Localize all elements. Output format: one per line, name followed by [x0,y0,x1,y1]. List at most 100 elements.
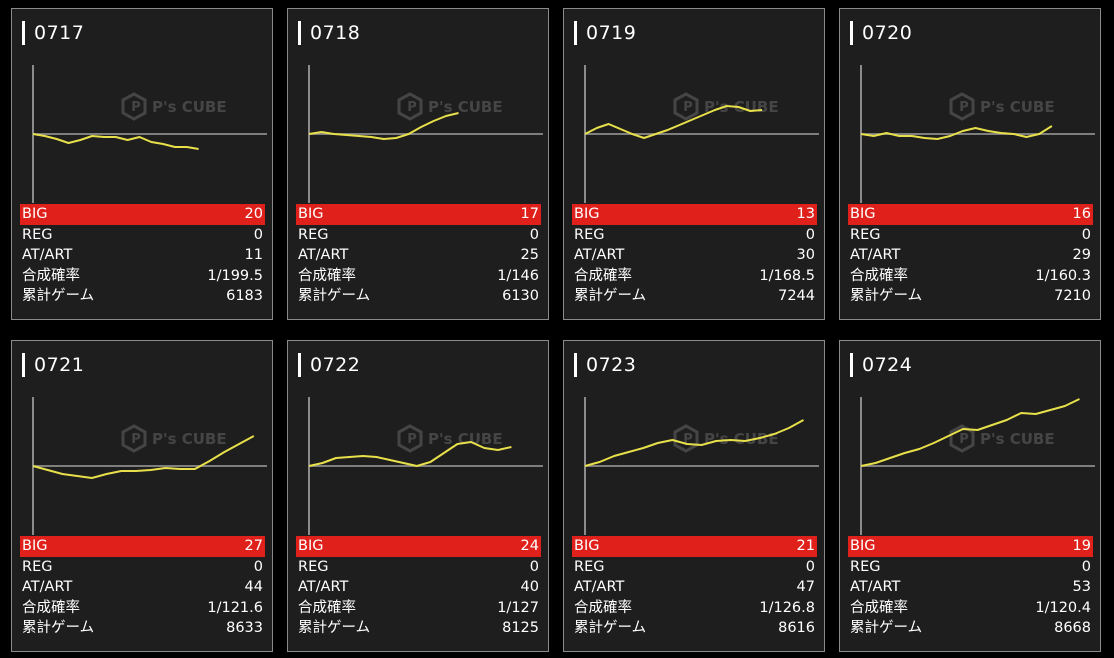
combined-probability-label: 合成確率 [850,267,908,284]
big-count-label: BIG [574,538,600,554]
svg-text:P: P [407,100,417,115]
machine-number: 0723 [586,354,637,376]
stat-row-reg: REG 0 [296,557,541,578]
slump-graph-svg: P P's CUBE [32,65,267,203]
combined-probability-label: 合成確率 [22,267,80,284]
combined-probability-value: 1/199.5 [207,267,263,284]
svg-text:P: P [683,432,693,447]
watermark-brand: P's CUBE [980,430,1055,448]
machine-card-0723[interactable]: 0723 P P's CUBE BIG 21 REG 0 AT/ART 47 合成確率 1/126.… [563,340,825,652]
slump-line [860,398,1080,467]
stat-row-combined: 合成確率 1/120.4 [848,598,1093,619]
cube-logo-icon: P [397,424,423,453]
stat-row-games: 累計ゲーム 6130 [296,286,541,307]
svg-text:P: P [959,432,969,447]
total-games-value: 6130 [502,288,539,304]
stat-row-games: 累計ゲーム 8633 [20,618,265,639]
combined-probability-label: 合成確率 [298,599,356,616]
slump-graph: P P's CUBE [574,53,819,203]
stat-row-atart: AT/ART 47 [572,577,817,598]
slump-line [584,105,763,139]
big-count-value: 20 [244,206,263,222]
machine-card-0717[interactable]: 0717 P P's CUBE BIG 20 REG 0 AT/ART 11 合成確率 1/199.… [11,8,273,320]
stat-row-games: 累計ゲーム 6183 [20,286,265,307]
cube-logo-icon: P [673,92,699,121]
machine-title: 0717 [22,21,84,45]
stat-row-big: BIG 19 [848,536,1093,557]
total-games-label: 累計ゲーム [298,620,371,636]
machine-title: 0719 [574,21,636,45]
stat-row-games: 累計ゲーム 8668 [848,618,1093,639]
stat-row-combined: 合成確率 1/168.5 [572,266,817,287]
total-games-label: 累計ゲーム [574,288,647,304]
slump-line [860,125,1053,140]
atart-count-value: 29 [1072,247,1091,263]
combined-probability-value: 1/146 [497,267,539,284]
stat-row-combined: 合成確率 1/121.6 [20,598,265,619]
combined-probability-label: 合成確率 [850,599,908,616]
atart-count-label: AT/ART [850,579,901,595]
slump-graph: P P's CUBE [850,385,1095,535]
stat-row-big: BIG 16 [848,204,1093,225]
atart-count-label: AT/ART [22,247,73,263]
watermark-brand: P's CUBE [428,430,503,448]
machine-number: 0722 [310,354,361,376]
stat-row-atart: AT/ART 25 [296,245,541,266]
total-games-label: 累計ゲーム [850,288,923,304]
slump-line [32,133,199,150]
slump-graph-svg: P P's CUBE [584,397,819,535]
title-accent-bar [574,353,577,377]
machine-card-0721[interactable]: 0721 P P's CUBE BIG 27 REG 0 AT/ART 44 合成確率 1/121.… [11,340,273,652]
machine-card-0720[interactable]: 0720 P P's CUBE BIG 16 REG 0 AT/ART 29 合成確率 1/160.… [839,8,1101,320]
machine-stats: BIG 16 REG 0 AT/ART 29 合成確率 1/160.3 累計ゲーム 7210 [848,204,1093,307]
total-games-value: 6183 [226,288,263,304]
big-count-value: 24 [520,538,539,554]
reg-count-value: 0 [1081,226,1091,243]
machine-number: 0718 [310,22,361,44]
total-games-label: 累計ゲーム [574,620,647,636]
machine-card-0724[interactable]: 0724 P P's CUBE BIG 19 REG 0 AT/ART 53 合成確率 1/120.… [839,340,1101,652]
machine-card-0722[interactable]: 0722 P P's CUBE BIG 24 REG 0 AT/ART 40 合成確率 1/127 累… [287,340,549,652]
big-count-value: 17 [520,206,539,222]
slump-graph: P P's CUBE [298,385,543,535]
big-count-value: 27 [244,538,263,554]
reg-count-value: 0 [1081,558,1091,575]
atart-count-value: 44 [244,579,263,595]
slump-line [308,441,512,467]
atart-count-value: 40 [520,579,539,595]
machine-title: 0718 [298,21,360,45]
machine-number: 0717 [34,22,85,44]
machine-number: 0724 [862,354,913,376]
slump-graph: P P's CUBE [574,385,819,535]
stat-row-big: BIG 17 [296,204,541,225]
machine-number: 0720 [862,22,913,44]
machine-stats: BIG 24 REG 0 AT/ART 40 合成確率 1/127 累計ゲーム 8125 [296,536,541,639]
cube-logo-icon: P [397,92,423,121]
stat-row-big: BIG 13 [572,204,817,225]
reg-count-value: 0 [805,226,815,243]
total-games-value: 7210 [1054,288,1091,304]
combined-probability-label: 合成確率 [574,267,632,284]
machine-title: 0721 [22,353,84,377]
stat-row-atart: AT/ART 40 [296,577,541,598]
svg-text:P: P [959,100,969,115]
atart-count-value: 30 [796,247,815,263]
stat-row-reg: REG 0 [20,225,265,246]
stat-row-games: 累計ゲーム 8616 [572,618,817,639]
stat-row-atart: AT/ART 53 [848,577,1093,598]
reg-count-label: REG [298,226,329,243]
combined-probability-label: 合成確率 [298,267,356,284]
total-games-value: 8125 [502,620,539,636]
reg-count-value: 0 [529,558,539,575]
machine-card-0718[interactable]: 0718 P P's CUBE BIG 17 REG 0 AT/ART 25 合成確率 1/146 累… [287,8,549,320]
machine-stats: BIG 20 REG 0 AT/ART 11 合成確率 1/199.5 累計ゲーム 6183 [20,204,265,307]
slump-line [584,419,804,467]
stat-row-atart: AT/ART 11 [20,245,265,266]
slump-graph-svg: P P's CUBE [308,397,543,535]
machine-card-0719[interactable]: 0719 P P's CUBE BIG 13 REG 0 AT/ART 30 合成確率 1/168.… [563,8,825,320]
machine-number: 0719 [586,22,637,44]
reg-count-label: REG [850,558,881,575]
combined-probability-value: 1/126.8 [759,599,815,616]
reg-count-value: 0 [529,226,539,243]
